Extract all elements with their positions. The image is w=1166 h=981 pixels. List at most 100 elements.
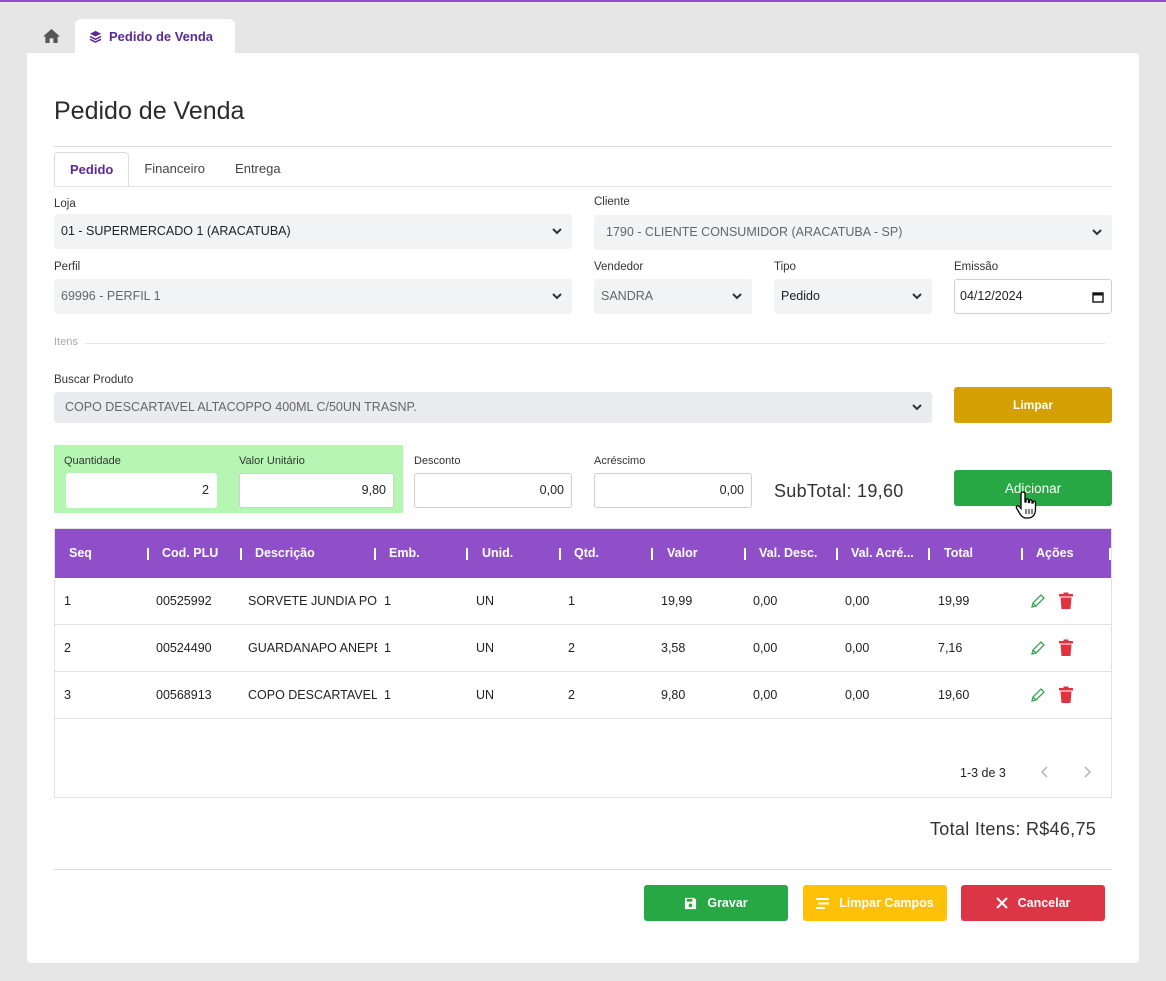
gravar-button[interactable]: Gravar <box>644 885 788 921</box>
cell-val-acre: 0,00 <box>845 641 870 655</box>
quantidade-input[interactable]: 2 <box>66 473 217 508</box>
cancelar-button[interactable]: Cancelar <box>961 885 1105 921</box>
perfil-value: 69996 - PERFIL 1 <box>61 289 161 303</box>
items-table: Seq Cod. PLU Descrição Emb. Unid. Qtd. V… <box>54 528 1112 798</box>
col-separator[interactable] <box>374 548 376 560</box>
col-acoes[interactable]: Ações <box>1036 546 1074 560</box>
edit-pencil-icon[interactable] <box>1030 625 1046 671</box>
home-icon <box>42 28 60 44</box>
cell-seq: 2 <box>64 641 71 655</box>
chevron-down-icon <box>552 214 562 249</box>
cell-qtd: 1 <box>568 594 575 608</box>
chevron-right-icon[interactable] <box>1084 766 1092 781</box>
cell-seq: 3 <box>64 688 71 702</box>
footer-divider <box>54 869 1112 870</box>
tab-pedido[interactable]: Pedido <box>54 152 130 187</box>
tipo-select[interactable]: Pedido <box>774 279 932 314</box>
emissao-label: Emissão <box>954 261 999 273</box>
cliente-select[interactable]: 1790 - CLIENTE CONSUMIDOR (ARACATUBA - S… <box>594 215 1112 250</box>
cell-emb: 1 <box>384 594 391 608</box>
cell-emb: 1 <box>384 641 391 655</box>
perfil-label: Perfil <box>54 261 81 273</box>
cell-valor: 3,58 <box>661 641 686 655</box>
chevron-left-icon[interactable] <box>1040 766 1048 781</box>
chevron-down-icon <box>732 279 742 314</box>
total-itens-text: Total Itens: R$46,75 <box>930 819 1097 839</box>
trash-icon[interactable] <box>1058 625 1074 671</box>
title-divider <box>54 146 1112 147</box>
cell-val-desc: 0,00 <box>753 641 778 655</box>
cell-total: 7,16 <box>938 641 963 655</box>
home-tab[interactable] <box>27 19 75 53</box>
tab-financeiro[interactable]: Financeiro <box>144 161 206 176</box>
main-card: Pedido de Venda Pedido Financeiro Entreg… <box>27 53 1139 963</box>
perfil-select[interactable]: 69996 - PERFIL 1 <box>54 279 572 314</box>
col-qtd[interactable]: Qtd. <box>574 546 599 560</box>
top-accent-line <box>0 0 1166 2</box>
tab-pedido-de-venda[interactable]: Pedido de Venda <box>75 19 236 53</box>
cell-unid: UN <box>476 594 495 608</box>
col-emb[interactable]: Emb. <box>389 546 420 560</box>
trash-icon[interactable] <box>1058 672 1074 718</box>
cell-val-acre: 0,00 <box>845 594 870 608</box>
tab-entrega[interactable]: Entrega <box>235 161 281 176</box>
vendedor-label: Vendedor <box>594 261 644 273</box>
cell-valor: 9,80 <box>661 688 686 702</box>
col-separator[interactable] <box>651 548 653 560</box>
acrescimo-input[interactable]: 0,00 <box>594 473 752 508</box>
cliente-label: Cliente <box>594 196 630 208</box>
pagination-text: 1-3 de 3 <box>960 766 1006 780</box>
edit-pencil-icon[interactable] <box>1030 672 1046 718</box>
col-separator[interactable] <box>147 548 149 560</box>
limpar-button[interactable]: Limpar <box>954 387 1112 423</box>
table-row[interactable]: 1 00525992 SORVETE JUNDIA POTE 1 UN 1 19… <box>55 578 1111 625</box>
loja-select[interactable]: 01 - SUPERMERCADO 1 (ARACATUBA) <box>54 214 572 249</box>
calendar-icon[interactable] <box>1092 280 1104 313</box>
adicionar-button[interactable]: Adicionar <box>954 470 1112 506</box>
floppy-disk-icon <box>685 897 697 909</box>
cell-total: 19,99 <box>938 594 970 608</box>
acrescimo-label: Acréscimo <box>594 455 646 467</box>
col-separator[interactable] <box>1109 548 1111 560</box>
desconto-input[interactable]: 0,00 <box>414 473 572 508</box>
col-val-acre[interactable]: Val. Acré... <box>851 546 914 560</box>
col-descricao[interactable]: Descrição <box>255 546 315 560</box>
app-tabbar: Pedido de Venda <box>27 19 236 53</box>
col-unid[interactable]: Unid. <box>482 546 514 560</box>
cell-cod-plu: 00568913 <box>156 688 212 702</box>
cell-qtd: 2 <box>568 688 575 702</box>
table-header: Seq Cod. PLU Descrição Emb. Unid. Qtd. V… <box>55 529 1111 578</box>
col-separator[interactable] <box>240 548 242 560</box>
col-separator[interactable] <box>928 548 930 560</box>
col-separator[interactable] <box>744 548 746 560</box>
table-row[interactable]: 2 00524490 GUARDANAPO ANEPEL 1 UN 2 3,58… <box>55 625 1111 672</box>
emissao-value: 04/12/2024 <box>960 289 1023 303</box>
hand-pointer-cursor-icon <box>1015 491 1037 519</box>
chevron-down-icon <box>1092 215 1102 250</box>
col-separator[interactable] <box>466 548 468 560</box>
form-tabs: Pedido Financeiro Entrega <box>54 152 296 187</box>
valor-unitario-input[interactable]: 9,80 <box>239 473 394 508</box>
limpar-campos-button[interactable]: Limpar Campos <box>803 885 947 921</box>
itens-divider <box>85 343 1105 344</box>
col-val-desc[interactable]: Val. Desc. <box>759 546 818 560</box>
trash-icon[interactable] <box>1058 578 1074 624</box>
col-cod-plu[interactable]: Cod. PLU <box>162 546 219 560</box>
col-total[interactable]: Total <box>944 546 973 560</box>
buscar-produto-value: COPO DESCARTAVEL ALTACOPPO 400ML C/50UN … <box>65 400 417 414</box>
cell-descricao: SORVETE JUNDIA POTE <box>248 594 377 608</box>
emissao-date-input[interactable]: 04/12/2024 <box>954 279 1112 314</box>
col-valor[interactable]: Valor <box>667 546 698 560</box>
cancelar-label: Cancelar <box>1017 896 1071 910</box>
buscar-produto-select[interactable]: COPO DESCARTAVEL ALTACOPPO 400ML C/50UN … <box>54 392 932 423</box>
col-separator[interactable] <box>836 548 838 560</box>
chevron-down-icon <box>912 392 922 423</box>
cliente-value: 1790 - CLIENTE CONSUMIDOR (ARACATUBA - S… <box>606 225 903 239</box>
cell-descricao: COPO DESCARTAVEL ALTACOPPO <box>248 688 377 702</box>
edit-pencil-icon[interactable] <box>1030 578 1046 624</box>
vendedor-select[interactable]: SANDRA <box>594 279 752 314</box>
col-separator[interactable] <box>1021 548 1023 560</box>
table-row[interactable]: 3 00568913 COPO DESCARTAVEL ALTACOPPO 1 … <box>55 672 1111 719</box>
col-seq[interactable]: Seq <box>69 546 92 560</box>
col-separator[interactable] <box>559 548 561 560</box>
